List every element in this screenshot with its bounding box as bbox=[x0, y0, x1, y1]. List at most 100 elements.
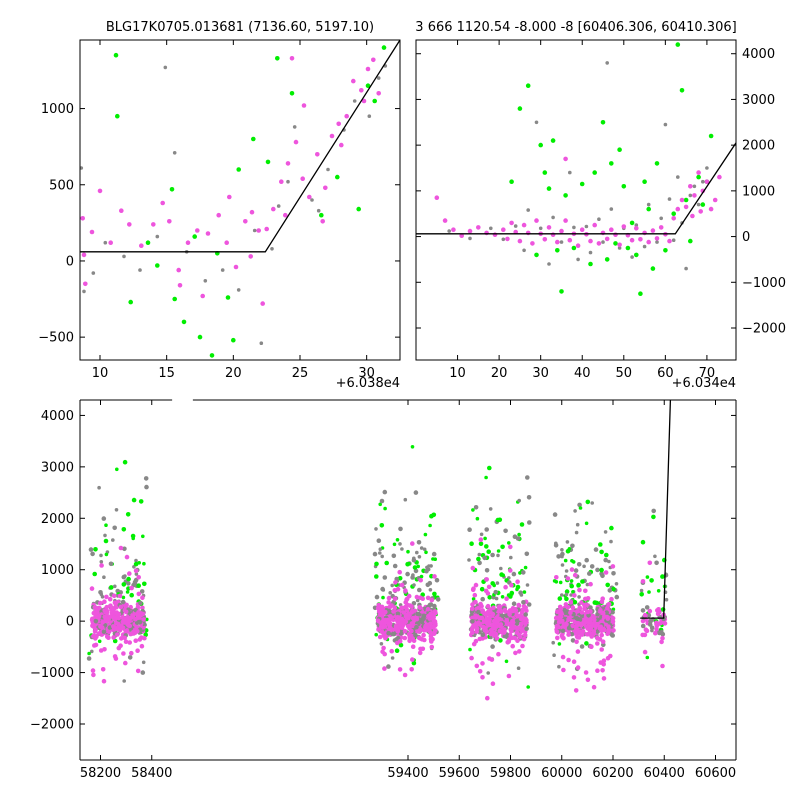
top-left-magenta-point bbox=[339, 142, 344, 148]
season-1-scatter-point bbox=[379, 642, 384, 646]
season-0-scatter-point bbox=[100, 595, 105, 599]
bottom-ytick-label: 0 bbox=[66, 615, 74, 630]
top-right-gray-point bbox=[534, 120, 539, 125]
top-left-gray-point bbox=[270, 247, 274, 251]
top-right-ytick-label: 3000 bbox=[742, 93, 775, 108]
top-right-magenta-point bbox=[683, 204, 689, 210]
top-right-green-point bbox=[654, 161, 660, 166]
top-right-magenta-point bbox=[559, 228, 564, 234]
season-2-scatter-point bbox=[498, 638, 503, 643]
top-left-magenta-point bbox=[151, 222, 156, 227]
season-2-scatter-point bbox=[475, 516, 480, 521]
top-right-magenta-point bbox=[679, 197, 685, 203]
season-0-tail-point bbox=[94, 634, 99, 640]
top-left-magenta-point bbox=[365, 66, 371, 72]
season-2-scatter-point bbox=[484, 527, 490, 532]
season-2-core-point bbox=[497, 616, 502, 622]
season-1-tail-point bbox=[391, 609, 396, 614]
season-2-scatter-point bbox=[495, 581, 500, 585]
season-1-scatter-point bbox=[424, 550, 428, 555]
top-left-magenta-point bbox=[97, 188, 103, 194]
season-1-scatter-point bbox=[431, 551, 437, 557]
season-3-scatter-point bbox=[593, 547, 599, 552]
top-right-magenta-point bbox=[638, 237, 643, 242]
season-1-tail-point bbox=[409, 604, 414, 609]
top-right-green-point bbox=[675, 42, 681, 47]
top-right-xtick-label: 30 bbox=[532, 366, 549, 381]
season-3-core-point bbox=[574, 615, 579, 621]
season-1-tail-point bbox=[386, 600, 391, 605]
season-2-scatter-point bbox=[509, 555, 513, 560]
season-1-core-point bbox=[383, 609, 388, 615]
top-right-magenta-point bbox=[688, 184, 693, 189]
season-1-tail-point bbox=[388, 614, 393, 619]
top-left-magenta-point bbox=[293, 139, 299, 145]
season-1-core-point bbox=[406, 623, 411, 629]
top-right-magenta-point bbox=[613, 232, 618, 237]
season-3-scatter-point bbox=[576, 562, 582, 567]
season-2-scatter-point bbox=[496, 549, 501, 553]
season-0-tail-point bbox=[100, 667, 106, 672]
season-2-scatter-point bbox=[486, 671, 491, 675]
season-3-scatter-point bbox=[565, 540, 570, 544]
top-left-magenta-point bbox=[127, 222, 132, 227]
top-left-magenta-point bbox=[279, 179, 284, 184]
season-3-core-point bbox=[576, 621, 581, 626]
season-1-tail-point bbox=[422, 637, 427, 643]
season-0-tail-point bbox=[135, 648, 140, 653]
season-1-tail-point bbox=[418, 595, 423, 600]
season-1-tail-point bbox=[397, 667, 403, 672]
season-2-scatter-point bbox=[476, 556, 481, 562]
season-4-tail-point bbox=[640, 579, 646, 584]
top-left-gray-point bbox=[376, 76, 381, 80]
season-2-core-point bbox=[469, 606, 475, 612]
season-0-scatter-point bbox=[125, 590, 130, 594]
top-right-gray-point bbox=[568, 170, 572, 175]
season-1-scatter-point bbox=[419, 546, 424, 550]
season-2-core-point bbox=[494, 636, 500, 641]
season-3-tail-point bbox=[605, 655, 611, 661]
season-3-scatter-point bbox=[560, 554, 564, 559]
season-0-tail-point bbox=[129, 585, 134, 591]
season-1-tail-point bbox=[397, 638, 403, 644]
season-1-scatter-point bbox=[392, 542, 397, 547]
season-0-scatter-point bbox=[93, 547, 98, 552]
season-2-tail-point bbox=[509, 582, 514, 588]
season-4-tail-point bbox=[647, 560, 653, 566]
season-1-core-point bbox=[415, 611, 420, 617]
top-right-points bbox=[416, 42, 736, 297]
season-3-scatter-point bbox=[607, 559, 611, 564]
top-right-gray-point bbox=[701, 179, 705, 184]
season-3-tail-point bbox=[569, 567, 575, 572]
top-left-green-point bbox=[115, 113, 120, 119]
season-1-core-point bbox=[421, 616, 426, 621]
season-2-scatter-point bbox=[524, 551, 530, 557]
top-right-magenta-point bbox=[654, 236, 660, 241]
top-right-gray-point bbox=[667, 197, 672, 201]
season-4-scatter-point bbox=[640, 539, 646, 545]
top-left-xtick-label: 25 bbox=[292, 366, 309, 381]
season-0-tail-point bbox=[123, 660, 128, 666]
season-2-scatter-point bbox=[526, 495, 532, 500]
season-2-tail-point bbox=[496, 651, 501, 657]
season-2-tail-point bbox=[520, 643, 525, 649]
season-0-core-point bbox=[106, 616, 111, 622]
season-0-scatter-point bbox=[125, 512, 131, 517]
top-right-gray-point bbox=[447, 229, 452, 233]
top-left-magenta-point bbox=[323, 185, 328, 191]
bottom-ytick-label: 4000 bbox=[41, 409, 74, 424]
season-3-tail-point bbox=[561, 667, 566, 673]
top-right-title: 3 666 1120.54 -8.000 -8 [60406.306, 6041… bbox=[415, 20, 736, 35]
season-0-tail-point bbox=[102, 647, 107, 652]
season-3-core-point bbox=[560, 628, 566, 634]
top-left-magenta-point bbox=[371, 57, 376, 63]
top-right-magenta-point bbox=[521, 222, 527, 228]
top-right-magenta-point bbox=[596, 241, 602, 246]
season-1-tail-point bbox=[381, 645, 386, 651]
season-3-tail-point bbox=[583, 588, 588, 594]
season-0-scatter-point bbox=[87, 651, 91, 656]
season-3-scatter-point bbox=[575, 522, 580, 527]
top-left-magenta-point bbox=[160, 200, 165, 206]
season-4-core-point bbox=[660, 631, 666, 637]
season-3-tail-point bbox=[600, 668, 605, 673]
